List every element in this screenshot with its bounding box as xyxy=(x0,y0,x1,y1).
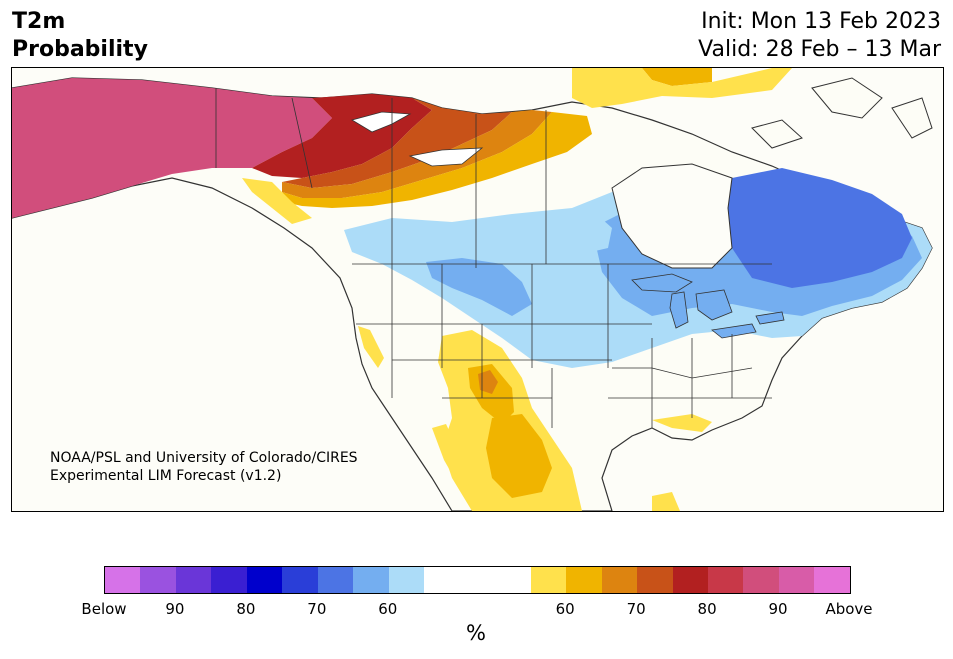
colorbar-segment xyxy=(672,567,708,593)
colorbar-tick-label: 80 xyxy=(236,600,256,618)
colorbar-units: % xyxy=(466,621,486,645)
colorbar-segment xyxy=(140,567,176,593)
probability-colorbar xyxy=(104,566,851,594)
alaska-above-90 xyxy=(12,78,332,218)
title-line-2: Probability xyxy=(12,37,148,62)
colorbar-segment xyxy=(211,567,247,593)
arizona-above-70 xyxy=(478,370,498,394)
colorbar-segment xyxy=(566,567,602,593)
colorbar-tick-label: 90 xyxy=(768,600,788,618)
alaska-coast-above-60 xyxy=(242,178,312,224)
colorbar-segment xyxy=(814,567,850,593)
colorbar-segment xyxy=(459,567,496,593)
colorbar-segment xyxy=(601,567,638,593)
colorbar-segment xyxy=(388,567,425,593)
canada-above-75 xyxy=(282,98,512,188)
great-bear-lake xyxy=(350,111,412,133)
colorbar-segment xyxy=(353,567,389,593)
colorbar-segment xyxy=(495,567,531,593)
coastline-islands xyxy=(751,77,933,149)
credit-text: NOAA/PSL and University of Colorado/CIRE… xyxy=(50,449,358,485)
credit-line-2: Experimental LIM Forecast (v1.2) xyxy=(50,468,282,484)
init-date: Init: Mon 13 Feb 2023 xyxy=(701,9,941,34)
colorbar-segment xyxy=(637,567,673,593)
colorbar-segment xyxy=(246,567,283,593)
colorbar-tick-label: 70 xyxy=(626,600,646,618)
colorbar-tick-label: 60 xyxy=(378,600,398,618)
colorbar-tick-label: 90 xyxy=(165,600,185,618)
arctic-above-60 xyxy=(572,68,792,108)
great-slave-lake xyxy=(408,147,484,167)
yucatan-above-60 xyxy=(652,492,680,511)
colorbar-segment xyxy=(778,567,815,593)
credit-line-1: NOAA/PSL and University of Colorado/CIRE… xyxy=(50,450,358,466)
california-above-60 xyxy=(358,326,384,368)
hudson-bay xyxy=(611,163,733,269)
hudson-bay-below-60 xyxy=(552,210,612,254)
arctic-above-65 xyxy=(642,68,712,86)
map-title: T2m Probability xyxy=(12,8,148,64)
canada-above-70 xyxy=(282,110,552,198)
colorbar-segment xyxy=(175,567,212,593)
colorbar-segment xyxy=(424,567,460,593)
baja-above-60 xyxy=(432,424,470,488)
great-lakes xyxy=(631,273,785,339)
colorbar-segment xyxy=(743,567,779,593)
mountain-below-65 xyxy=(426,258,532,316)
colorbar-tick-label: Below xyxy=(81,600,127,618)
quebec-below-70 xyxy=(728,168,912,288)
colorbar-segment xyxy=(707,567,744,593)
florida-above-60 xyxy=(652,414,712,432)
colorbar-tick-label: 60 xyxy=(555,600,575,618)
map-canvas xyxy=(12,68,943,511)
valid-date: Valid: 28 Feb – 13 Mar xyxy=(698,37,941,62)
colorbar-tick-label: Above xyxy=(825,600,873,618)
colorbar-segment xyxy=(317,567,354,593)
political-borders xyxy=(215,88,772,428)
canada-above-65 xyxy=(282,112,592,208)
colorbar-segment xyxy=(282,567,318,593)
probability-map: NOAA/PSL and University of Colorado/CIRE… xyxy=(11,67,944,512)
colorbar-tick-label: 70 xyxy=(307,600,327,618)
mexico-above-65 xyxy=(486,414,552,498)
colorbar-segment xyxy=(530,567,567,593)
forecast-dates: Init: Mon 13 Feb 2023 Valid: 28 Feb – 13… xyxy=(698,8,941,64)
title-line-1: T2m xyxy=(12,9,66,34)
colorbar-tick-label: 80 xyxy=(697,600,717,618)
colorbar-segment xyxy=(105,567,141,593)
